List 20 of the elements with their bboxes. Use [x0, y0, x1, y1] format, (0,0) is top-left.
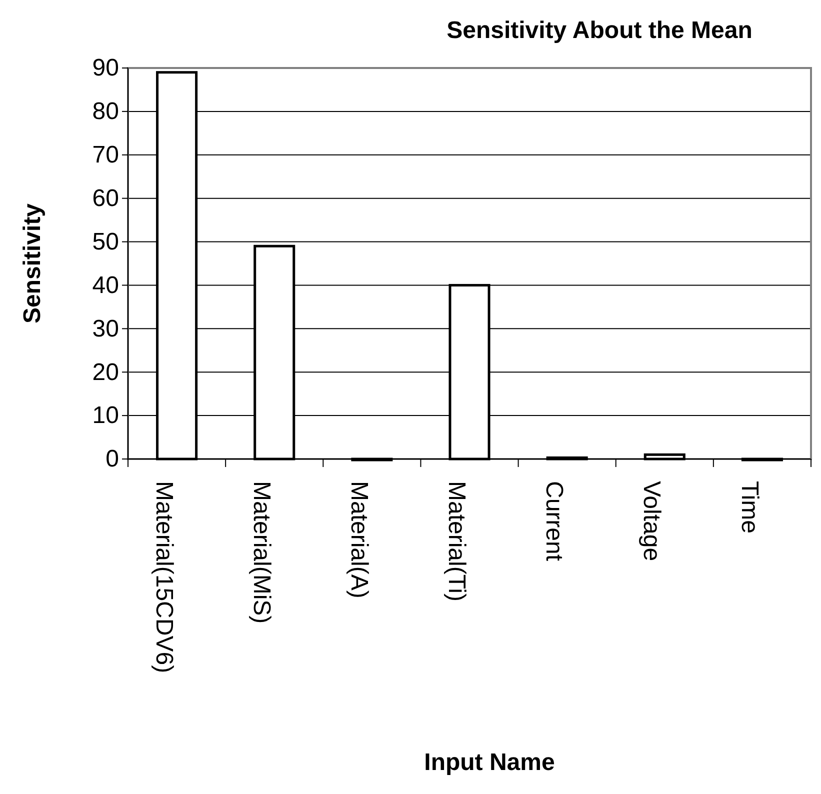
x-tick-label: Time	[736, 481, 763, 534]
y-tick-label: 70	[92, 142, 119, 169]
y-tick-label: 0	[106, 446, 119, 473]
y-tick-label: 50	[92, 228, 119, 256]
x-tick-label: Material(A)	[346, 481, 373, 598]
x-tick-label: Material(MiS)	[248, 481, 275, 624]
x-tick-label: Material(Ti)	[443, 481, 470, 602]
y-tick-label: 90	[92, 54, 119, 82]
y-tick-label: 40	[92, 272, 119, 299]
y-axis-title: Sensitivity	[19, 202, 46, 324]
x-axis-title: Input Name	[424, 749, 555, 776]
y-tick-label: 10	[92, 402, 119, 430]
chart-title: Sensitivity About the Mean	[446, 17, 752, 44]
y-tick-label: 60	[92, 185, 119, 212]
x-tick-label: Current	[540, 481, 568, 562]
y-tick-label: 20	[92, 358, 119, 386]
y-tick-label: 30	[92, 315, 119, 342]
x-tick-label: Material(15CDV6)	[150, 481, 178, 674]
y-tick-label: 80	[92, 98, 119, 126]
x-tick-label: Voltage	[638, 481, 666, 562]
